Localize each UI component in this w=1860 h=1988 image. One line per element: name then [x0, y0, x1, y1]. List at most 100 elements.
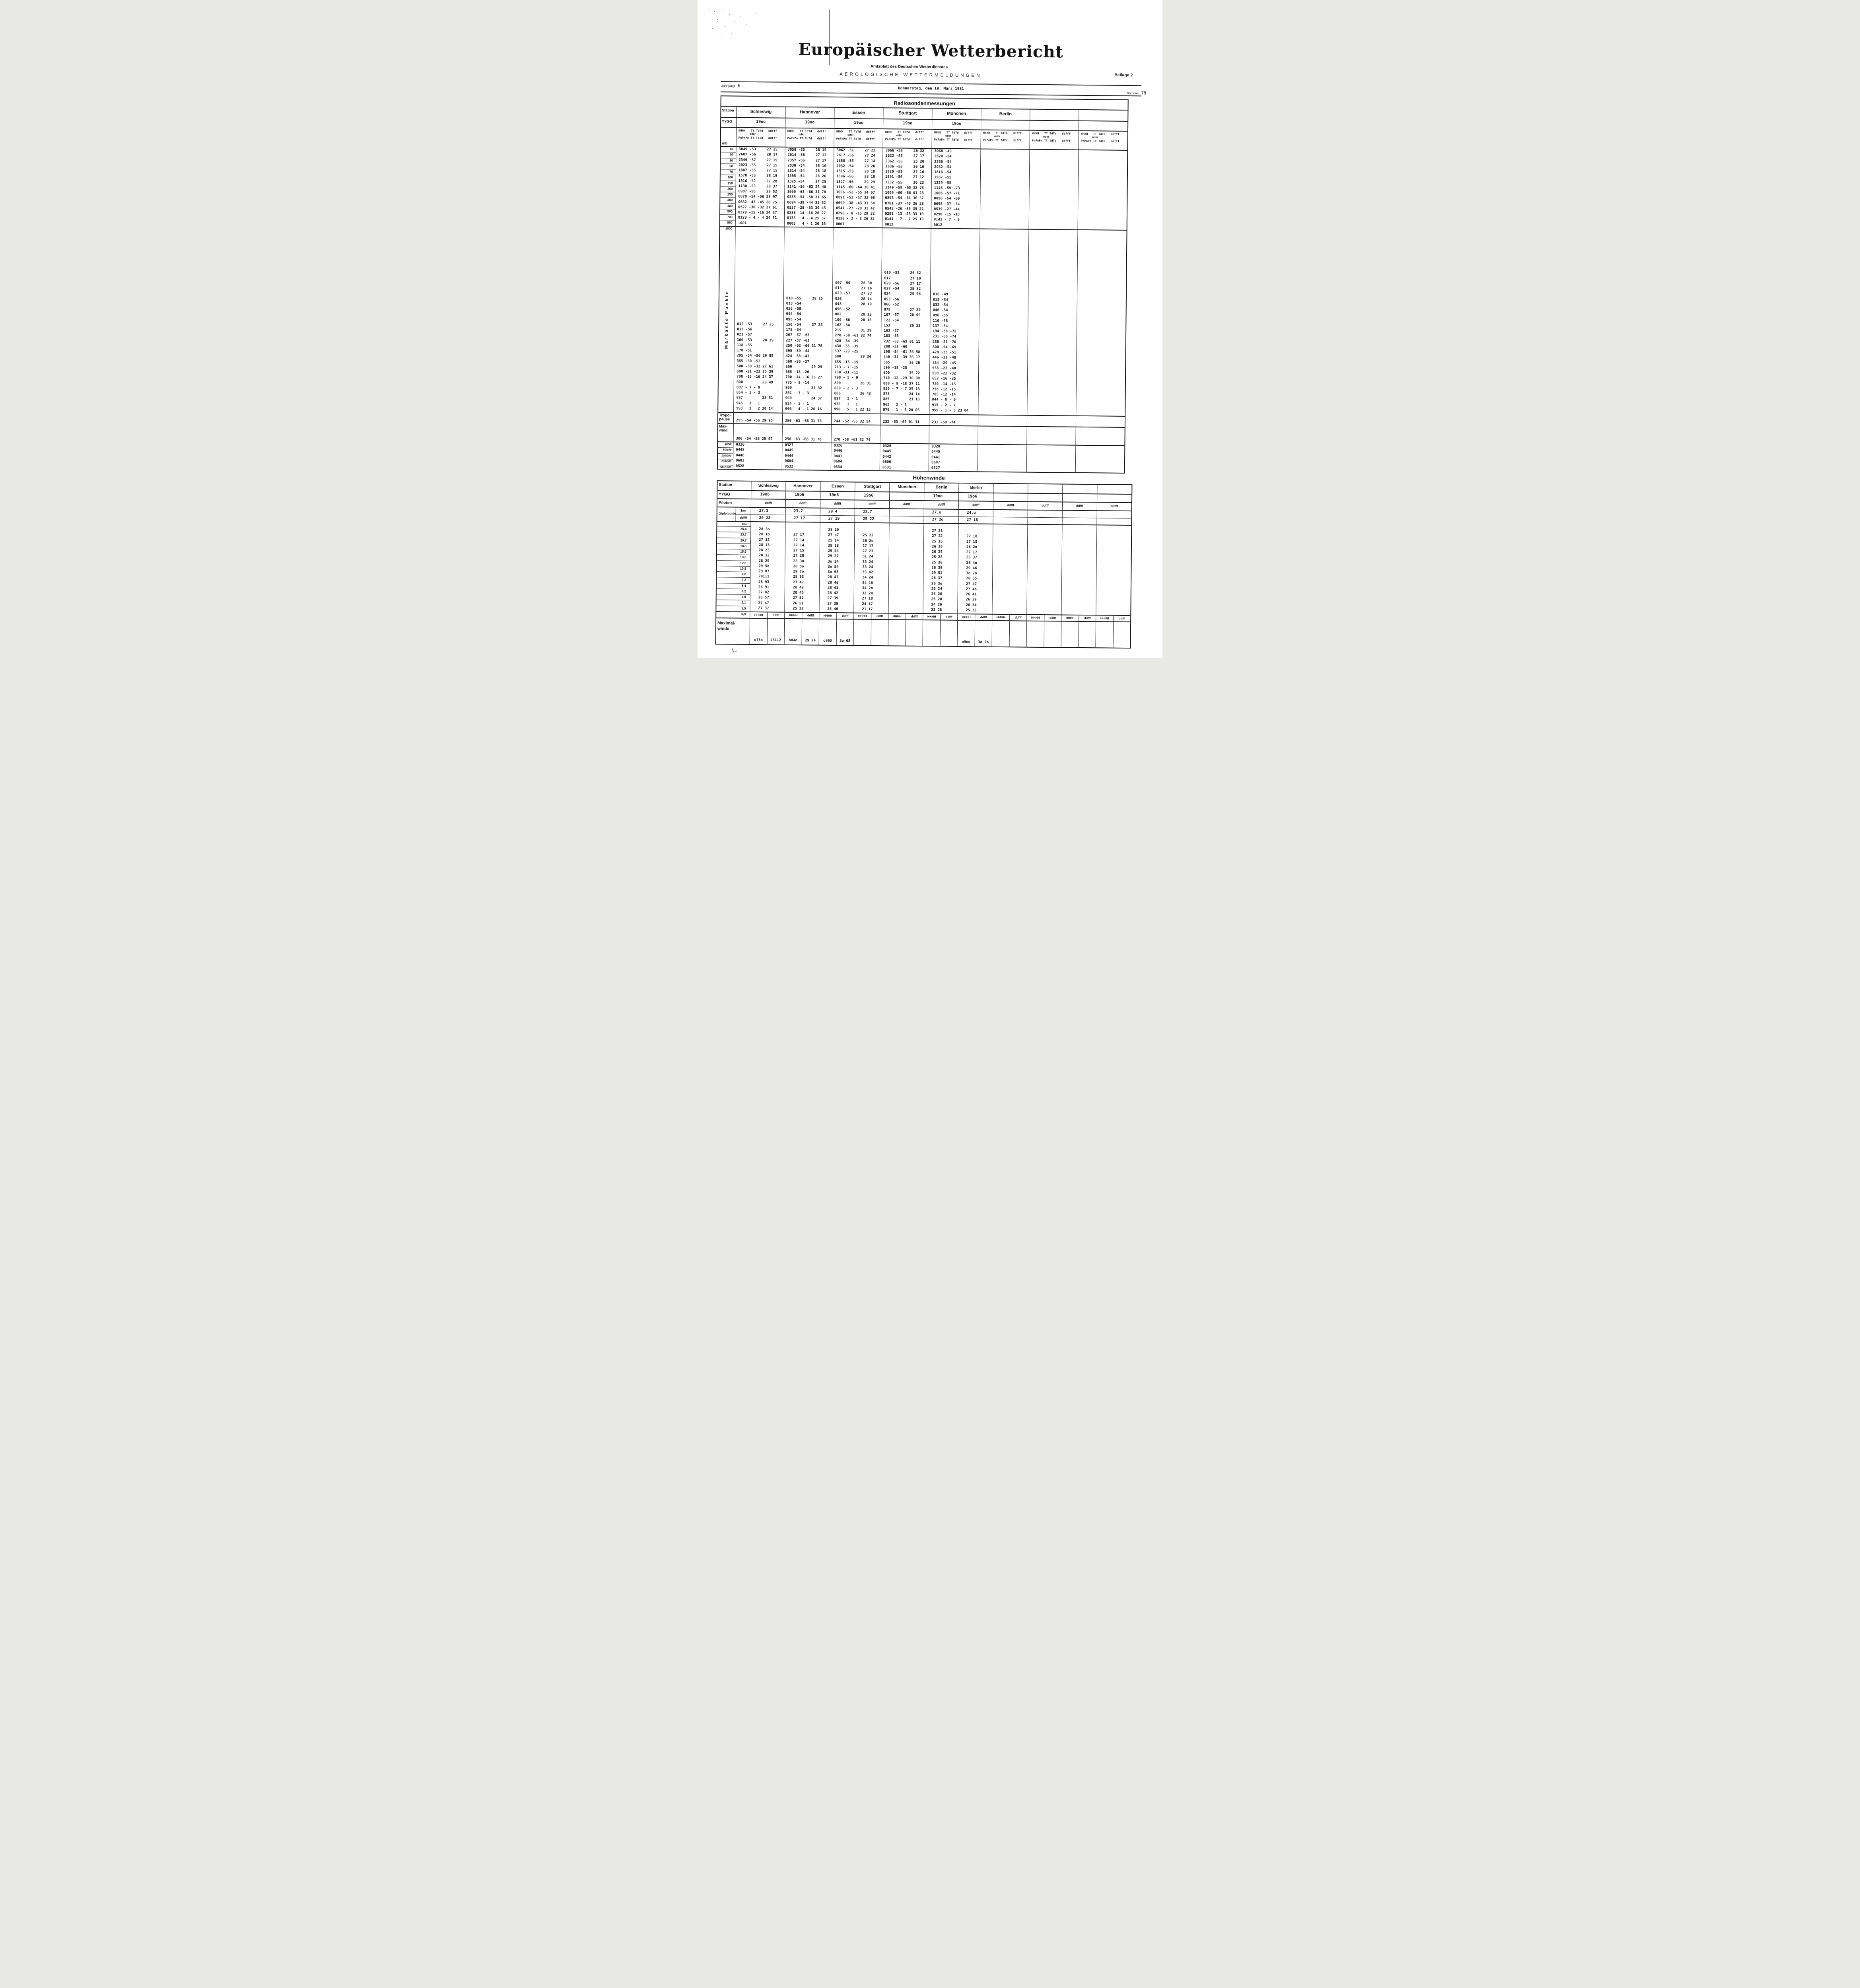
gipfel-km-value: 24.o	[958, 510, 993, 517]
pressure-line: 2036 -55 26 16	[885, 164, 924, 169]
max-hhhh-value	[923, 620, 941, 646]
pressure-line: 1327 -56 29 29	[836, 180, 875, 184]
wind-value	[855, 528, 889, 534]
maxwind-value	[978, 439, 980, 444]
header-line-2: PnPnPn TT TdTd ddfff	[1032, 139, 1071, 143]
maximalwinde-cell: o84o 29 74	[784, 619, 819, 645]
wind-value: 26 2o	[863, 539, 874, 543]
markante-line: 015 -54	[933, 297, 948, 302]
station-label: Station	[722, 108, 734, 113]
pressure-line: 1591 -56 27 12	[885, 175, 924, 180]
hhhh-label: HHHH	[858, 614, 867, 618]
page-title: Europäischer Wetterbericht	[798, 40, 1063, 62]
gipfel-ddfff-value	[1062, 518, 1096, 524]
piloten-ddfff-label: ddfff	[785, 499, 820, 508]
piloten-ddfff-label: ddfff	[820, 500, 855, 508]
gipfel-km-label: km	[736, 507, 751, 515]
markante-line: 032 -54	[933, 303, 948, 307]
pressure-line: 1146 -59 -73	[934, 186, 960, 190]
wind-value: 26 91	[758, 585, 770, 590]
header-line-1: HHHH TT TdTd ddfff	[738, 129, 777, 133]
gipfel-ddfff-value: 27 2o	[932, 517, 944, 522]
max-ddfff-value	[1078, 621, 1096, 648]
wind-value: 33 24	[862, 565, 873, 569]
pressure-line: 0701 -37 -45 36 28	[885, 201, 924, 206]
wind-value: 27 22	[932, 534, 943, 538]
tropopause-value: 250 -63 -66 31 78	[785, 419, 822, 423]
gipfel-cell: 23.7 25 22	[854, 509, 889, 523]
pressure-line: 2357 -56 27 17	[787, 158, 826, 163]
gipfel-ddfff-label: ddfff	[740, 516, 747, 520]
markante-line: 886 26 43	[834, 392, 871, 396]
wind-value: 26 57	[758, 596, 769, 600]
mb-row-label: 850	[720, 220, 735, 227]
ddfff-label: ddfff	[975, 614, 992, 620]
hhhh-label: HHHH	[892, 614, 902, 618]
markante-line: 082 28 13	[835, 313, 872, 317]
wind-value: 28 38	[793, 559, 804, 563]
column-header: HHHH TT TdTd ddfff oder PnPnPn TT TdTd d…	[834, 128, 883, 148]
markante-line: 170 -51	[737, 348, 752, 353]
yygg-value	[1030, 120, 1079, 130]
wind-column: 25 22 26 2o 27 17 27 23 31 24 33 24 33 24 33 42…	[853, 523, 889, 613]
ratio-value: 0326	[882, 444, 892, 448]
markante-line: 100 -56 28 18	[835, 318, 872, 322]
tropopause-value	[978, 420, 981, 425]
ratio-label-column: 30/50 50/100 100/200 200/500 500/1000	[717, 442, 733, 469]
max-hhhh-value: o9oo	[962, 640, 971, 645]
wind-value: 34 2o	[862, 586, 873, 590]
wind-value: 29 87	[758, 569, 770, 574]
markante-line: 007 -50 26 30	[835, 281, 872, 285]
markante-line: 250 -63 -66 31 78	[785, 344, 822, 348]
header-line-2: PnPnPn TT TdTd ddfff	[885, 137, 924, 141]
ratio-value: 0532	[784, 464, 793, 469]
wind-value: 27 14	[793, 543, 805, 548]
pressure-column: 3066 -53 26 32 2622 -56 27 17 2362 -55 25 …	[882, 148, 932, 228]
wind-value: 23 28	[931, 608, 942, 612]
hhhh-label: HHHH	[1100, 616, 1109, 620]
pressure-line: 1815 -53 28 18	[836, 169, 875, 174]
wind-value: 28 46	[828, 580, 839, 585]
ratio-value: 0527	[931, 466, 940, 470]
wind-value: 28 3o	[759, 527, 770, 532]
header-line-1: HHHH TT TdTd ddfff	[885, 130, 924, 134]
maxwind-cells: 300 -54 -56 29 97 250 -63 -66 31 78 270 -5…	[733, 424, 1125, 446]
km-row-label: 18,3	[717, 543, 750, 550]
piloten-ddfff-label: ddfff	[1096, 503, 1132, 511]
markante-line: 288 -53 -60	[883, 344, 908, 349]
markante-line: 800 26 49	[736, 380, 774, 385]
markante-line: 295 -54 -56 29 95	[737, 353, 774, 358]
wind-value: 34 24	[862, 575, 873, 580]
km-row-label: 15,9	[717, 549, 750, 555]
markante-line: 590 -18 -28	[883, 365, 907, 370]
ratio-column: 0326 0445 0442 0606 0531	[879, 444, 929, 471]
hhhh-label: HHHH	[754, 613, 763, 617]
hhhh-label: HHHH	[823, 613, 832, 617]
wind-value: 26 16	[931, 545, 943, 549]
wind-value: 28111	[758, 575, 770, 579]
wind-value: 28 47	[828, 575, 839, 580]
wind-column: 27 18 27 15 26 2o 27 17 26 37 26 4o 29 46 3o 7o…	[957, 524, 993, 614]
wind-value: 27 17	[862, 544, 874, 548]
nummer-label: Nummer	[1126, 91, 1139, 95]
maximalwinde-label-2: winde	[717, 626, 729, 631]
km-row-label: 7,2	[717, 577, 750, 584]
wind-value: 26 2o	[966, 545, 978, 549]
wind-value: 27 47	[966, 582, 977, 586]
markante-line: 107 -57 28 09	[884, 313, 921, 318]
tropopause-value	[1076, 421, 1079, 427]
pressure-line: 1807 -55 27 15	[738, 168, 777, 173]
maximal-header-cell: HHHH ddfff	[888, 613, 923, 620]
pressure-column: 3049 -53 27 25 2607 -56 28 17 2349 -57 27 …	[735, 147, 785, 227]
wind-value: 26 26	[931, 592, 942, 596]
km-label-column: km 26,4 23,7 20,7 18,3 15,9 13,5 12,0 10,5 9,0 7,…	[716, 522, 751, 616]
ratio-column	[977, 445, 1027, 472]
hw-station-name	[993, 483, 1028, 493]
mb-row-label: 100	[720, 175, 736, 181]
piloten-ddfff-label: ddfff	[854, 500, 890, 509]
pressure-line: 1329 -55	[934, 181, 952, 185]
wind-value: 27 39	[827, 596, 838, 601]
markante-line: 800 26 31	[834, 381, 871, 386]
wind-value: 25 28	[931, 555, 943, 559]
pressure-line: 1585 -54 28 26	[787, 174, 826, 179]
